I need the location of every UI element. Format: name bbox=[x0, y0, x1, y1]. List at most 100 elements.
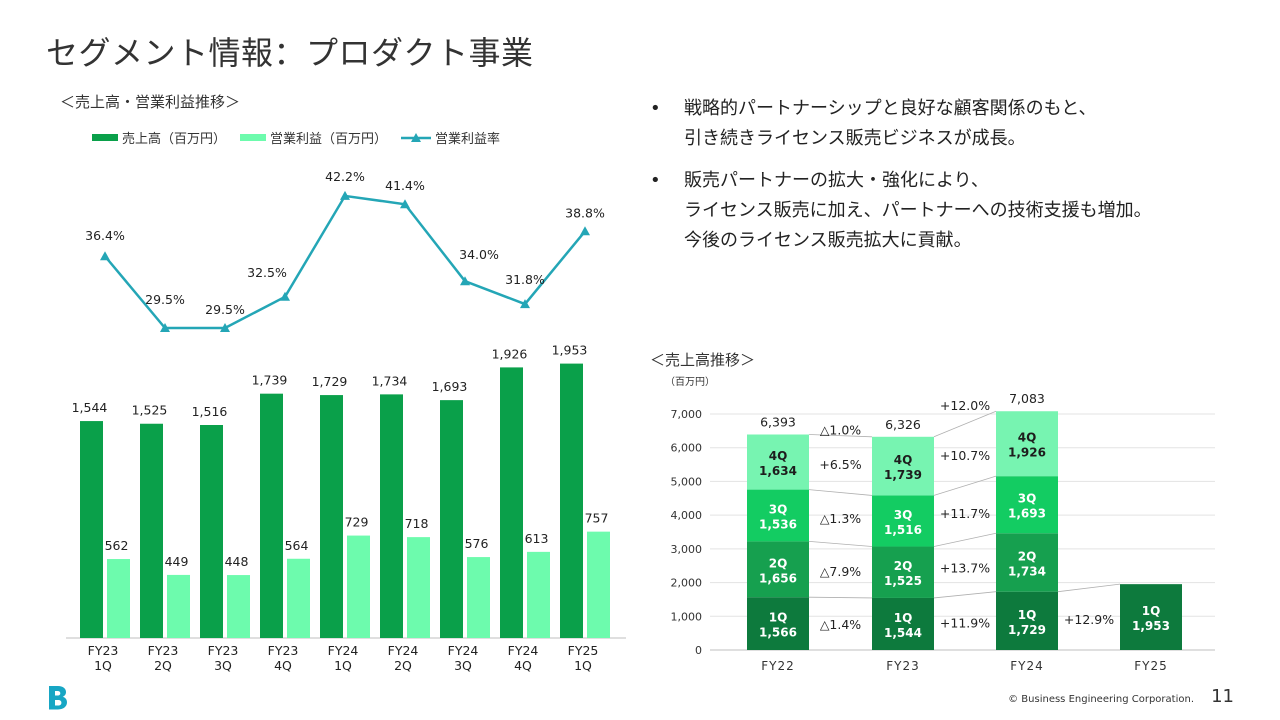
margin-data-label: 32.5% bbox=[247, 265, 287, 280]
unit-label: （百万円） bbox=[665, 376, 715, 388]
stack-segment-4q bbox=[996, 411, 1058, 477]
x-tick-label: 4Q bbox=[514, 658, 532, 673]
x-tick-label: FY23 bbox=[886, 659, 920, 673]
profit-data-label: 564 bbox=[285, 538, 309, 553]
y-tick-label: 6,000 bbox=[671, 442, 703, 455]
profit-data-label: 448 bbox=[225, 554, 249, 569]
margin-data-label: 34.0% bbox=[459, 247, 499, 262]
bullet-line: 今後のライセンス販売拡大に貢献。 bbox=[684, 230, 972, 251]
bullet-line: 販売パートナーの拡大・強化により、 bbox=[684, 170, 989, 191]
connector-line bbox=[808, 434, 873, 438]
margin-data-label: 38.8% bbox=[565, 205, 605, 220]
bullet-list: • 戦略的パートナーシップと良好な顧客関係のもと、 引き続きライセンス販売ビジネ… bbox=[650, 94, 1152, 268]
profit-bar bbox=[167, 574, 190, 638]
stack-segment-1q bbox=[872, 597, 934, 650]
segment-value-label: 1,566 bbox=[759, 626, 797, 640]
margin-data-label: 29.5% bbox=[205, 302, 245, 317]
profit-bar bbox=[347, 535, 370, 638]
y-tick-label: 4,000 bbox=[671, 509, 703, 522]
total-label: 6,326 bbox=[885, 417, 921, 432]
profit-bar bbox=[227, 575, 250, 638]
profit-bar bbox=[107, 559, 130, 638]
margin-data-label: 41.4% bbox=[385, 178, 425, 193]
margin-point bbox=[400, 199, 410, 209]
legend-label-margin: 営業利益率 bbox=[435, 132, 501, 147]
legend-item-profit: 営業利益（百万円） bbox=[240, 128, 387, 147]
sales-bar bbox=[200, 425, 223, 638]
segment-value-label: 1,634 bbox=[759, 464, 797, 478]
stack-segment-2q bbox=[872, 546, 934, 598]
y-tick-label: 2,000 bbox=[671, 577, 703, 590]
b-logo-icon bbox=[49, 686, 67, 710]
x-tick-label: 1Q bbox=[94, 658, 112, 673]
sales-profit-chart: 1,544562FY231Q1,525449FY232Q1,516448FY23… bbox=[66, 169, 626, 673]
sales-data-label: 1,729 bbox=[312, 374, 348, 389]
connector-line bbox=[808, 489, 873, 496]
legend-item-sales: 売上高（百万円） bbox=[92, 128, 226, 147]
segment-quarter-label: 1Q bbox=[1018, 608, 1037, 622]
connector-line bbox=[933, 475, 997, 496]
change-label: △1.3% bbox=[820, 511, 861, 526]
segment-value-label: 1,739 bbox=[884, 468, 922, 482]
profit-bar bbox=[407, 537, 430, 638]
bullet-line: ライセンス販売に加え、パートナーへの技術支援も増加。 bbox=[684, 200, 1152, 221]
profit-data-label: 757 bbox=[585, 511, 609, 526]
sales-bar bbox=[80, 421, 103, 638]
page-number: 11 bbox=[1211, 686, 1234, 707]
segment-quarter-label: 2Q bbox=[894, 559, 913, 573]
x-tick-label: FY24 bbox=[388, 643, 419, 658]
x-tick-label: FY25 bbox=[568, 643, 599, 658]
stack-segment-2q bbox=[747, 541, 809, 598]
change-label: +6.5% bbox=[819, 457, 861, 472]
sales-data-label: 1,693 bbox=[432, 379, 468, 394]
connector-line bbox=[1057, 583, 1121, 593]
x-tick-label: 1Q bbox=[334, 658, 352, 673]
profit-data-label: 576 bbox=[465, 536, 489, 551]
sales-bar bbox=[560, 363, 583, 638]
segment-value-label: 1,525 bbox=[884, 574, 922, 588]
y-tick-label: 7,000 bbox=[671, 408, 703, 421]
profit-data-label: 562 bbox=[105, 538, 129, 553]
legend-swatch-margin bbox=[401, 132, 432, 142]
sales-data-label: 1,739 bbox=[252, 373, 288, 388]
x-tick-label: FY24 bbox=[328, 643, 359, 658]
total-label: 6,393 bbox=[760, 414, 796, 429]
legend-label-profit: 営業利益（百万円） bbox=[270, 132, 388, 147]
legend-swatch-sales bbox=[92, 134, 118, 141]
bullet-item: • 戦略的パートナーシップと良好な顧客関係のもと、 引き続きライセンス販売ビジネ… bbox=[650, 94, 1152, 154]
connector-line bbox=[808, 540, 873, 547]
right-chart-subtitle: ＜売上高推移＞ bbox=[650, 351, 756, 369]
bullet-line: 引き続きライセンス販売ビジネスが成長。 bbox=[684, 128, 1026, 149]
x-tick-label: FY24 bbox=[448, 643, 479, 658]
stack-segment-2q bbox=[996, 533, 1058, 592]
segment-quarter-label: 1Q bbox=[894, 611, 913, 625]
profit-bar bbox=[467, 557, 490, 638]
x-tick-label: FY23 bbox=[208, 643, 239, 658]
copyright-text: © Business Engineering Corporation. bbox=[1008, 694, 1194, 705]
segment-value-label: 1,953 bbox=[1132, 619, 1170, 633]
stack-segment-3q bbox=[747, 489, 809, 542]
segment-value-label: 1,693 bbox=[1008, 507, 1046, 521]
bullet-line: 戦略的パートナーシップと良好な顧客関係のもと、 bbox=[684, 98, 1097, 119]
total-label: 7,083 bbox=[1009, 391, 1045, 406]
x-tick-label: 2Q bbox=[154, 658, 172, 673]
change-label: +11.9% bbox=[940, 615, 990, 630]
margin-point bbox=[220, 323, 230, 332]
margin-point bbox=[520, 299, 530, 309]
stack-segment-3q bbox=[872, 495, 934, 547]
profit-bar bbox=[287, 558, 310, 638]
sales-bar bbox=[320, 395, 343, 638]
segment-quarter-label: 2Q bbox=[769, 556, 788, 570]
segment-quarter-label: 4Q bbox=[1018, 431, 1037, 445]
x-tick-label: FY23 bbox=[148, 643, 179, 658]
profit-data-label: 449 bbox=[165, 554, 189, 569]
total-change-label: +12.0% bbox=[940, 398, 990, 413]
segment-quarter-label: 3Q bbox=[1018, 492, 1037, 506]
margin-point bbox=[460, 276, 470, 286]
sales-data-label: 1,953 bbox=[552, 343, 588, 358]
margin-point bbox=[580, 226, 590, 236]
segment-value-label: 1,729 bbox=[1008, 623, 1046, 637]
segment-quarter-label: 2Q bbox=[1018, 549, 1037, 563]
margin-point bbox=[100, 251, 110, 261]
margin-point bbox=[160, 323, 170, 332]
